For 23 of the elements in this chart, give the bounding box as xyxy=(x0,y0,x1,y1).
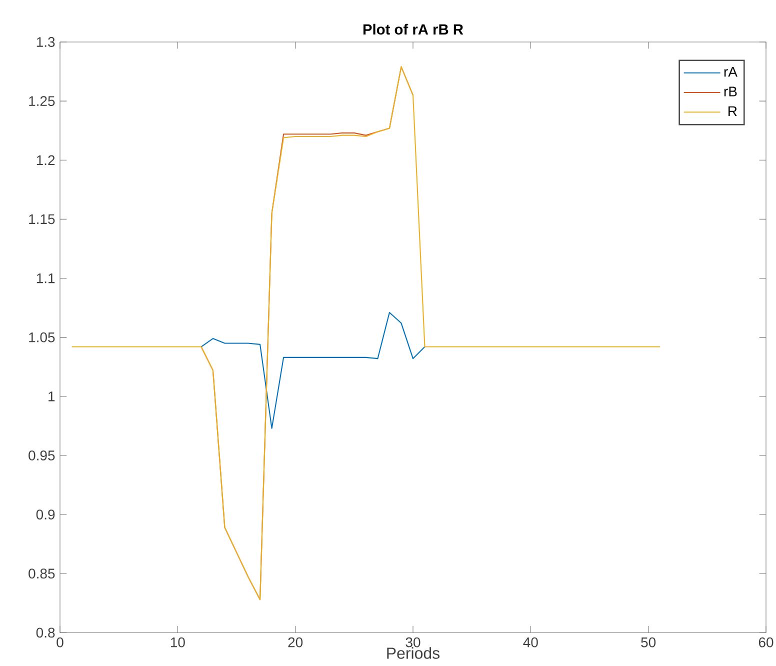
x-tick-label: 60 xyxy=(758,637,774,648)
chart-title: Plot of rA rB R xyxy=(363,24,464,35)
legend-label: rB xyxy=(724,86,737,96)
y-tick-label: 1.15 xyxy=(29,214,55,224)
x-axis-title: Periods xyxy=(387,647,440,659)
x-tick-label: 50 xyxy=(641,637,656,648)
y-tick-label: 1.3 xyxy=(36,37,55,47)
legend-label: R xyxy=(728,106,737,116)
x-tick-label: 0 xyxy=(56,637,64,648)
y-tick-label: 1 xyxy=(48,392,55,402)
y-tick-label: 0.95 xyxy=(28,450,55,460)
y-tick-label: 1.05 xyxy=(29,332,55,342)
y-tick-label: 1.25 xyxy=(29,96,55,106)
y-tick-label: 0.85 xyxy=(28,568,55,579)
x-tick-label: 20 xyxy=(288,637,303,648)
x-tick-label: 30 xyxy=(406,637,420,648)
x-tick-label: 40 xyxy=(523,637,538,648)
legend-label: rA xyxy=(724,67,738,77)
y-tick-label: 1.1 xyxy=(36,273,55,284)
y-tick-label: 0.8 xyxy=(36,628,55,638)
y-tick-label: 1.2 xyxy=(36,155,55,166)
x-tick-label: 10 xyxy=(170,637,185,648)
y-tick-label: 0.9 xyxy=(36,510,55,520)
